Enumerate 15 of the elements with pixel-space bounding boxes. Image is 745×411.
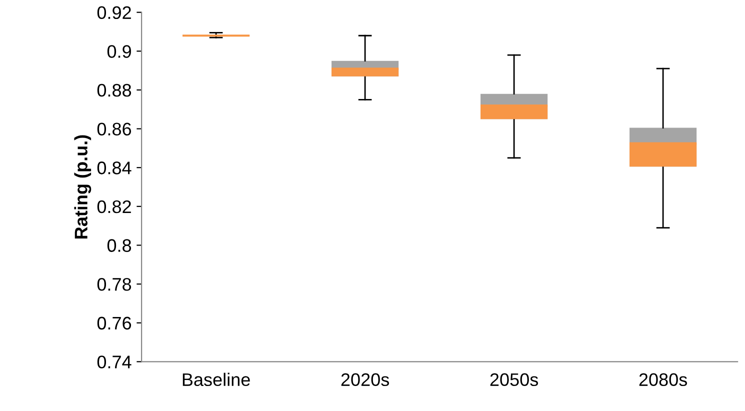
y-tick-label: 0.86	[97, 122, 132, 136]
y-tick-label: 0.78	[97, 278, 132, 291]
y-tick-label: 0.74	[97, 356, 132, 368]
x-tick-label: Baseline	[182, 372, 250, 386]
y-axis-title: Rating (p.u.)	[74, 135, 92, 238]
y-tick-label: 0.76	[97, 316, 132, 330]
x-tick-label: 2050s	[490, 373, 538, 386]
y-tick-label: 0.82	[97, 200, 131, 214]
y-tick-label: 0.8	[107, 239, 132, 252]
x-tick-label: 2020s	[341, 373, 389, 386]
y-tick-label: 0.84	[97, 162, 132, 174]
y-tick-label: 0.88	[97, 84, 132, 97]
y-tick-label: 0.92	[97, 6, 131, 20]
y-tick-label: 0.9	[107, 45, 131, 58]
x-tick-label: 2080s	[639, 373, 687, 386]
